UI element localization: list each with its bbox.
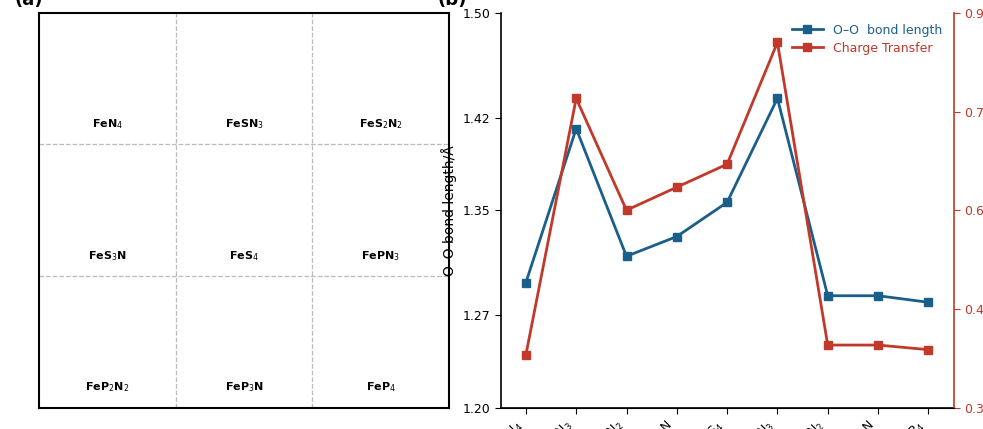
Text: (a): (a) <box>15 0 43 9</box>
Charge Transfer <box>570 96 582 101</box>
Line: O–O  bond length: O–O bond length <box>522 94 933 306</box>
Text: FeP$_2$N$_2$: FeP$_2$N$_2$ <box>86 381 130 394</box>
O–O  bond length <box>620 254 632 259</box>
O–O  bond length <box>520 280 532 285</box>
Text: (b): (b) <box>437 0 467 9</box>
Charge Transfer <box>620 208 632 213</box>
Legend: O–O  bond length, Charge Transfer: O–O bond length, Charge Transfer <box>786 19 948 60</box>
O–O  bond length <box>872 293 884 298</box>
Text: FeS$_3$N: FeS$_3$N <box>88 249 127 263</box>
Charge Transfer <box>872 342 884 347</box>
O–O  bond length <box>570 126 582 131</box>
Text: FeN$_4$: FeN$_4$ <box>92 118 123 131</box>
Charge Transfer <box>520 352 532 357</box>
Text: FeSN$_3$: FeSN$_3$ <box>225 118 263 131</box>
Text: FeS$_4$: FeS$_4$ <box>229 249 260 263</box>
Text: FePN$_3$: FePN$_3$ <box>361 249 400 263</box>
O–O  bond length <box>822 293 834 298</box>
Text: FeP$_3$N: FeP$_3$N <box>225 381 263 394</box>
Charge Transfer <box>772 40 783 45</box>
Text: FeS$_2$N$_2$: FeS$_2$N$_2$ <box>359 118 403 131</box>
O–O  bond length <box>922 300 934 305</box>
Charge Transfer <box>822 342 834 347</box>
Line: Charge Transfer: Charge Transfer <box>522 38 933 359</box>
O–O  bond length <box>772 96 783 101</box>
Charge Transfer <box>671 184 683 190</box>
O–O  bond length <box>671 234 683 239</box>
Charge Transfer <box>722 162 733 167</box>
O–O  bond length <box>722 200 733 205</box>
Y-axis label: O–O bond length/Å: O–O bond length/Å <box>441 145 457 275</box>
Text: FeP$_4$: FeP$_4$ <box>366 381 396 394</box>
Charge Transfer <box>922 347 934 352</box>
